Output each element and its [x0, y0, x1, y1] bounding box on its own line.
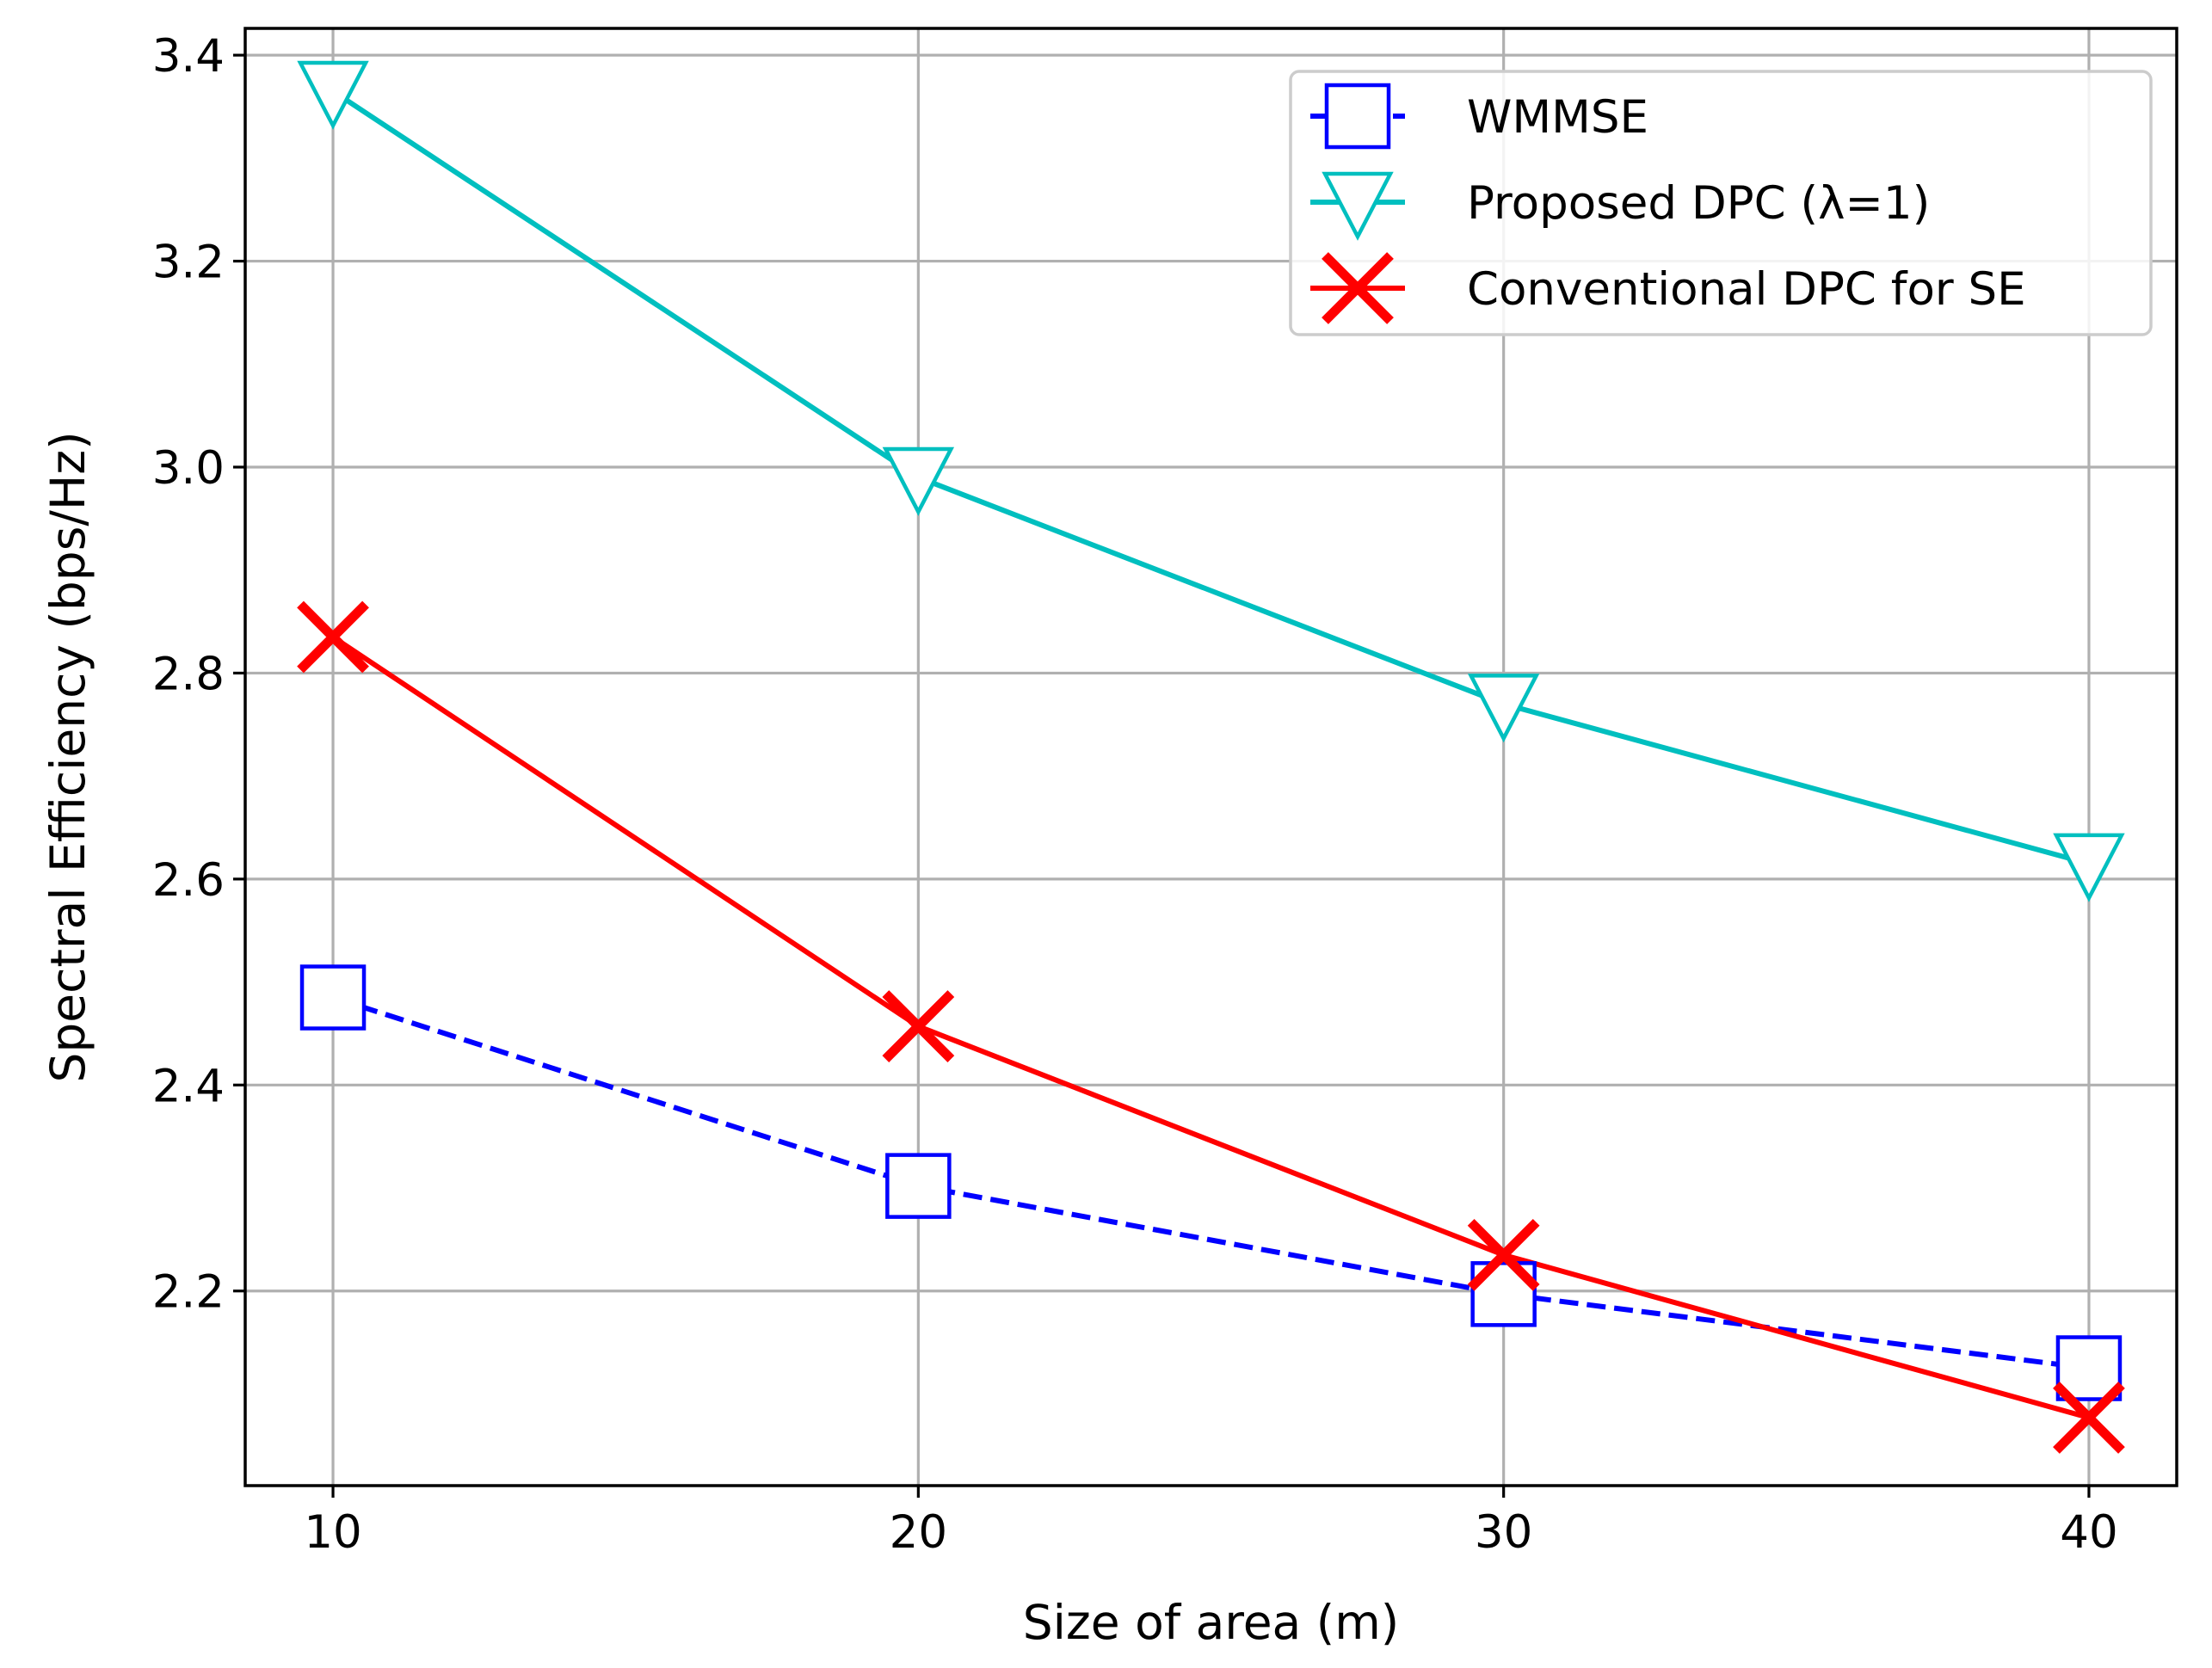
y-tick-label: 2.2 [152, 1266, 225, 1319]
data-point [2053, 1382, 2125, 1454]
data-point [1467, 1218, 1540, 1291]
x-tick-label: 40 [2060, 1506, 2117, 1559]
data-point [1467, 674, 1540, 743]
legend-label: Proposed DPC (λ=1) [1467, 177, 1930, 230]
x-tick-label: 20 [890, 1506, 947, 1559]
legend: WMMSE Proposed DPC (λ=1) Conventional DPC … [1289, 70, 2153, 336]
x-tick-label: 10 [304, 1506, 361, 1559]
legend-marker [1322, 252, 1394, 324]
legend-marker [1324, 83, 1391, 150]
legend-marker [1322, 171, 1394, 241]
y-tick-label: 2.8 [152, 648, 225, 700]
plot-frame [243, 27, 2178, 1487]
x-axis-label: Size of area (m) [1023, 1595, 1400, 1650]
y-tick-label: 3.4 [152, 30, 225, 83]
data-point [297, 60, 369, 130]
legend-label: WMMSE [1467, 91, 1648, 144]
y-tick-label: 2.6 [152, 854, 225, 907]
data-point [2053, 833, 2125, 902]
data-point [882, 446, 955, 516]
series-line [331, 89, 2090, 866]
legend-label: Conventional DPC for SE [1467, 263, 2026, 316]
y-axis-label: Spectral Efficiency (bps/Hz) [40, 431, 96, 1082]
legend-box [1289, 70, 2153, 336]
data-point [882, 990, 955, 1062]
series-markers [297, 60, 2125, 1454]
series-lines [331, 89, 2090, 1420]
series-line [331, 635, 2090, 1420]
data-point [299, 964, 367, 1031]
y-tick-label: 2.4 [152, 1060, 225, 1112]
data-point [2055, 1335, 2123, 1401]
y-tick-label: 3.2 [152, 237, 225, 289]
y-tick-label: 3.0 [152, 442, 225, 495]
axis-ticks: 10 20 30 40 2.2 2.4 2.6 2.8 3.0 3.2 3.4 [152, 30, 2118, 1559]
data-point [297, 600, 369, 674]
data-point [885, 1153, 952, 1219]
series-line [332, 994, 2090, 1371]
x-tick-label: 30 [1475, 1506, 1532, 1559]
